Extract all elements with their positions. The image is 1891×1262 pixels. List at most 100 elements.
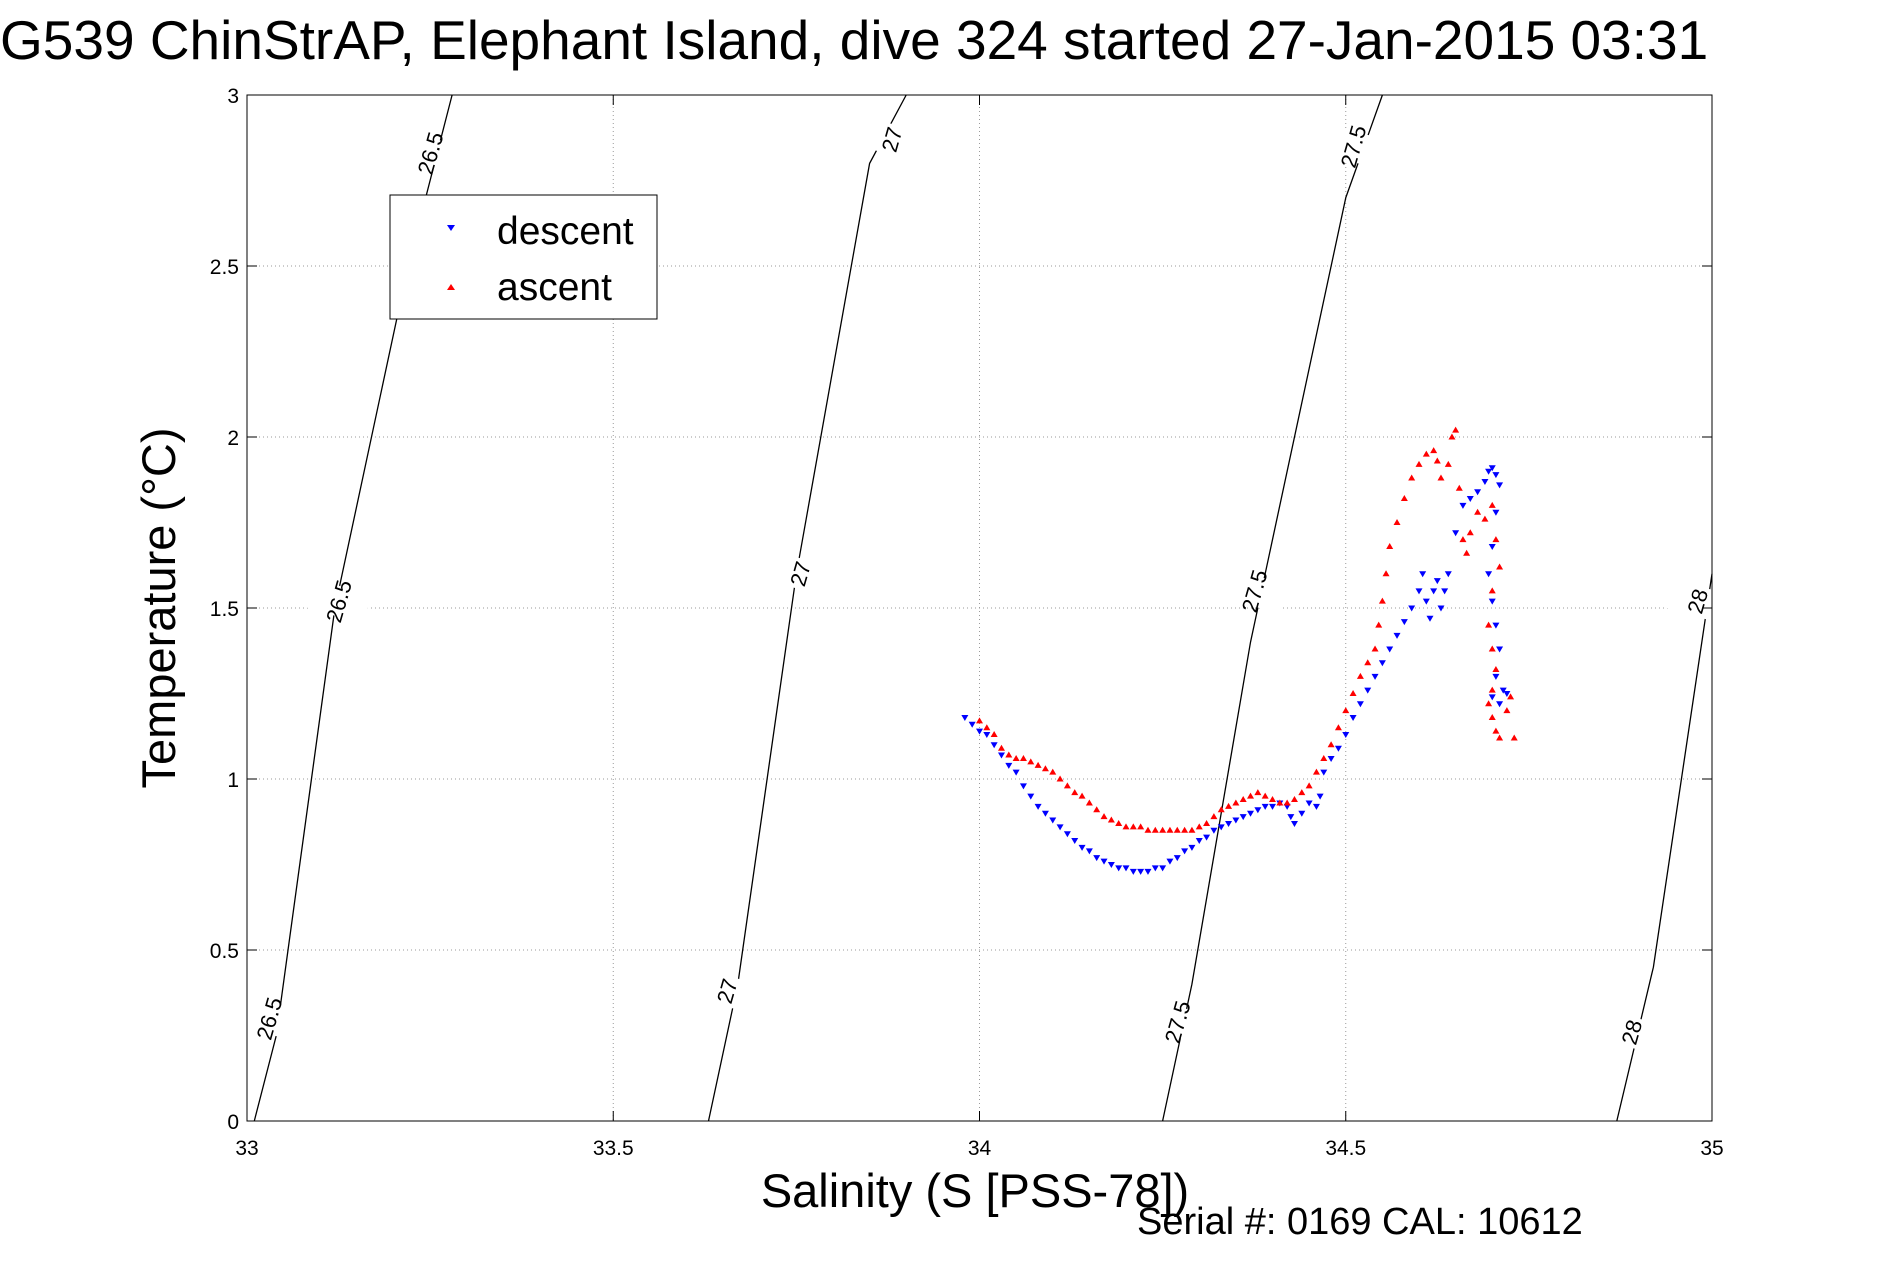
ascent-point — [1312, 768, 1320, 775]
descent-point — [1422, 598, 1430, 605]
y-tick-label: 2 — [227, 427, 239, 450]
ascent-point — [1100, 813, 1108, 820]
descent-point — [1433, 578, 1441, 585]
descent-point — [1316, 793, 1324, 800]
descent-point — [1466, 496, 1474, 503]
ascent-point — [1063, 782, 1071, 789]
ascent-point — [1510, 734, 1518, 741]
contour-label-backdrop — [1664, 578, 1731, 624]
ascent-point — [1166, 826, 1174, 833]
descent-point — [1305, 800, 1313, 807]
descent-point — [1364, 687, 1372, 694]
ascent-point — [1151, 826, 1159, 833]
series-descent — [961, 465, 1511, 875]
ascent-point — [1027, 758, 1035, 765]
descent-point — [1063, 831, 1071, 838]
ascent-point — [1056, 775, 1064, 782]
ascent-point — [1393, 519, 1401, 525]
ascent-point — [1290, 796, 1298, 803]
descent-point — [1492, 622, 1500, 629]
ascent-point — [1261, 792, 1269, 799]
descent-point — [1107, 862, 1115, 868]
ascent-point — [1195, 823, 1203, 830]
descent-point — [1144, 868, 1152, 875]
descent-point — [997, 752, 1005, 759]
descent-point — [1488, 694, 1496, 701]
descent-point — [1444, 571, 1452, 578]
descent-point — [1459, 502, 1467, 509]
y-tick-label: 2.5 — [210, 256, 239, 279]
ascent-point — [1144, 826, 1152, 833]
x-tick-label: 35 — [1700, 1137, 1723, 1160]
descent-point — [1239, 814, 1247, 821]
contour-label-backdrop — [693, 968, 760, 1014]
y-tick-label: 1 — [227, 769, 239, 792]
ascent-point — [1430, 447, 1438, 454]
descent-point — [1400, 619, 1408, 626]
descent-point — [1071, 838, 1079, 845]
contour-label-backdrop — [1144, 999, 1211, 1045]
descent-point — [1452, 530, 1460, 537]
descent-point — [1356, 701, 1364, 708]
legend: descent ascent — [389, 194, 658, 320]
ascent-point — [1485, 700, 1493, 707]
descent-point — [961, 714, 969, 721]
ascent-point — [1364, 659, 1372, 666]
descent-point — [1342, 732, 1350, 739]
ascent-point — [1041, 765, 1049, 772]
descent-point — [990, 742, 998, 749]
ascent-point — [1049, 768, 1057, 775]
descent-point — [1012, 769, 1020, 776]
ascent-point — [1269, 796, 1276, 803]
ascent-point — [1444, 460, 1452, 467]
ascent-point — [1437, 474, 1445, 481]
ascent-point — [1012, 754, 1020, 761]
descent-point — [1137, 868, 1145, 875]
y-tick-label: 0.5 — [210, 940, 239, 963]
descent-point — [1049, 817, 1057, 824]
descent-point — [1393, 632, 1401, 639]
ascent-point — [1375, 621, 1383, 628]
descent-point — [1503, 691, 1511, 697]
descent-point — [1093, 855, 1101, 862]
serial-calibration-note: Serial #: 0169 CAL: 10612 — [1137, 1201, 1583, 1243]
ascent-point — [1210, 813, 1218, 820]
ascent-point — [1085, 799, 1093, 806]
contour-label-backdrop — [767, 551, 834, 597]
ascent-point — [1386, 542, 1394, 549]
descent-point — [1386, 646, 1394, 653]
ascent-point — [1507, 693, 1515, 700]
ascent-point — [1305, 782, 1313, 789]
descent-point — [1019, 783, 1027, 790]
x-tick-label: 33.5 — [593, 1137, 634, 1160]
ascent-point — [1485, 621, 1493, 628]
ascent-point — [1093, 806, 1101, 813]
ascent-point — [1503, 707, 1511, 714]
descent-point — [1488, 598, 1496, 605]
descent-point — [1496, 482, 1504, 489]
descent-point — [1378, 660, 1386, 667]
legend-label-ascent: ascent — [497, 266, 612, 309]
x-axis-title: Salinity (S [PSS-78]) — [761, 1164, 1189, 1217]
legend-marker-descent — [447, 225, 455, 231]
ascent-point — [1342, 707, 1350, 714]
ascent-point — [1129, 823, 1137, 830]
ascent-point — [1459, 536, 1467, 543]
descent-point — [1298, 810, 1306, 817]
ascent-point — [1217, 806, 1225, 813]
ascent-point — [1408, 474, 1416, 481]
contour-label-backdrop — [305, 578, 372, 624]
descent-point — [1261, 803, 1269, 810]
descent-point — [1488, 543, 1496, 550]
descent-point — [1441, 588, 1449, 595]
ascent-point — [1349, 690, 1357, 696]
ascent-point — [1452, 426, 1460, 433]
descent-point — [1349, 714, 1357, 721]
x-tick-label: 34.5 — [1325, 1137, 1366, 1160]
descent-point — [1485, 571, 1493, 578]
descent-point — [1408, 605, 1416, 612]
ascent-point — [1232, 799, 1240, 806]
ascent-point — [1488, 501, 1496, 508]
y-tick-label: 3 — [227, 85, 239, 108]
